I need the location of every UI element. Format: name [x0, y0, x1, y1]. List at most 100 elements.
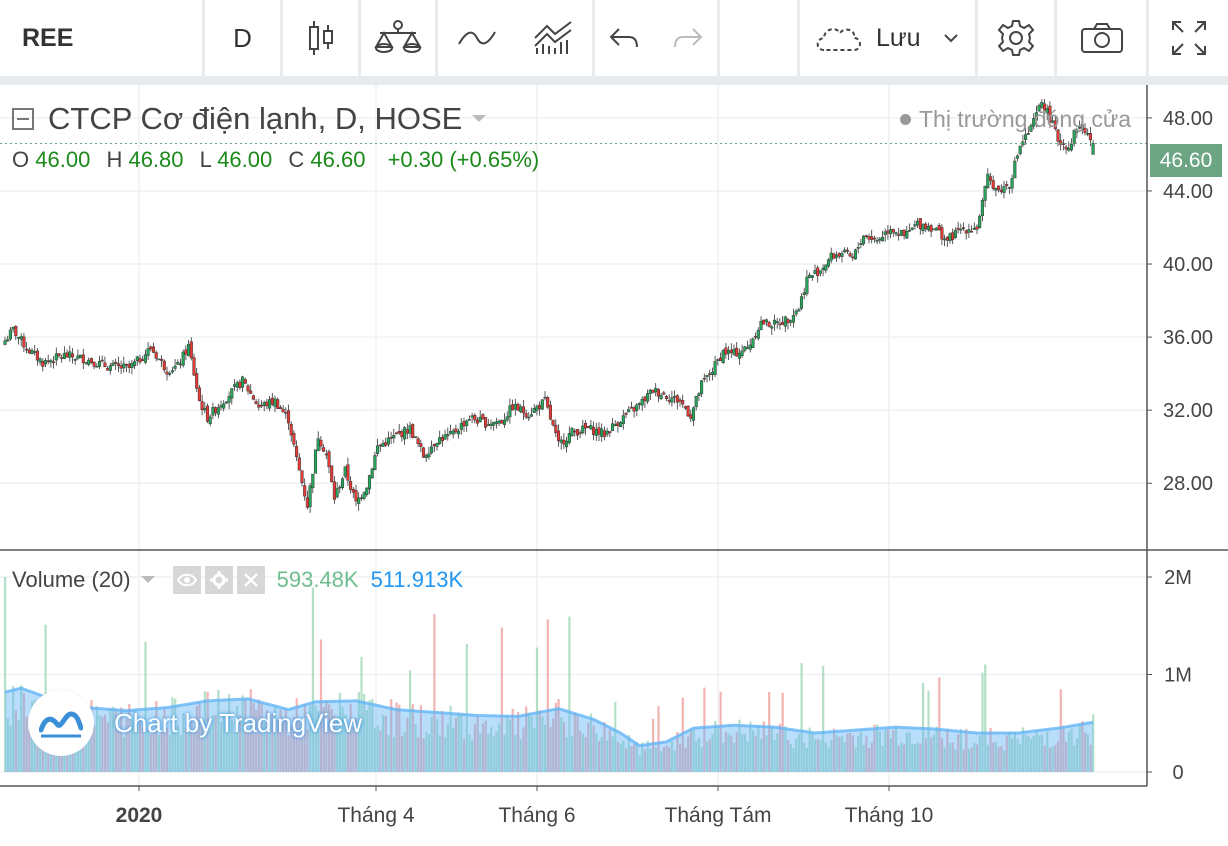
save-button[interactable]: Lưu	[800, 0, 975, 76]
remove-indicator-button[interactable]	[236, 566, 265, 594]
settings-button[interactable]	[978, 0, 1054, 76]
candle-body	[484, 417, 488, 428]
candle-body	[554, 424, 558, 434]
chevron-down-icon[interactable]	[943, 33, 959, 43]
candle-body	[1075, 129, 1079, 133]
volume-bar	[762, 721, 765, 772]
volume-bar	[438, 735, 441, 772]
volume-bar	[141, 727, 144, 772]
candle-body	[235, 382, 239, 388]
candle-body	[106, 368, 110, 371]
candle-body	[581, 425, 585, 433]
volume-bar	[760, 739, 763, 772]
candle-body	[754, 335, 758, 338]
candle-body	[135, 356, 139, 361]
volume-bar	[908, 732, 911, 772]
candle-body	[170, 370, 174, 373]
volume-bar	[211, 715, 215, 772]
candle-body	[411, 424, 415, 438]
volume-tick-label: 2M	[1164, 567, 1192, 589]
candle-body	[926, 225, 930, 231]
caret-down-icon[interactable]	[472, 115, 487, 123]
volume-bar	[992, 742, 995, 772]
volume-bar	[824, 742, 827, 772]
symbol-search-button[interactable]: REE	[0, 0, 202, 76]
indicators-button[interactable]	[457, 28, 497, 48]
candle-body	[376, 445, 380, 454]
candle-body	[124, 363, 129, 366]
volume-bar	[228, 694, 231, 772]
volume-bar	[1089, 744, 1092, 772]
candle-body	[1034, 112, 1038, 121]
volume-bar	[619, 743, 622, 772]
volume-bar	[568, 616, 571, 772]
volume-bar	[1092, 714, 1095, 772]
candle-body	[473, 414, 477, 421]
tradingview-watermark[interactable]: Chart by TradingView	[28, 690, 362, 756]
volume-bar	[541, 716, 544, 772]
volume-bar	[1005, 735, 1008, 772]
volume-bar	[684, 747, 687, 772]
volume-bar	[608, 729, 611, 772]
volume-bar	[641, 742, 644, 772]
collapse-legend-icon[interactable]	[12, 108, 34, 130]
fullscreen-button[interactable]	[1149, 0, 1228, 76]
volume-bar	[881, 745, 884, 772]
volume-bar	[147, 728, 150, 772]
volume-bar	[1035, 730, 1038, 772]
volume-bar	[225, 725, 228, 772]
high-value: 46.80	[128, 147, 184, 172]
candle-body	[1059, 140, 1063, 145]
volume-bar	[214, 714, 217, 772]
candle-body	[538, 404, 542, 410]
volume-bar	[155, 700, 158, 772]
redo-button[interactable]	[673, 27, 703, 49]
volume-bar	[314, 705, 317, 772]
time-tick-label: Tháng 6	[498, 804, 575, 827]
candle-body	[392, 435, 396, 439]
open-value: 46.00	[35, 147, 91, 172]
volume-bar	[130, 719, 134, 772]
templates-button[interactable]	[533, 20, 573, 56]
undo-redo-group	[595, 0, 717, 76]
volume-bar	[109, 708, 112, 772]
candle-body	[602, 430, 606, 437]
volume-bar	[903, 744, 906, 772]
candle-body	[762, 319, 766, 325]
chart-type-button[interactable]	[283, 0, 358, 76]
volume-legend[interactable]: Volume (20) 593.48K 511.913K	[12, 566, 463, 594]
volume-bar	[803, 742, 806, 772]
volume-bar	[282, 717, 285, 772]
snapshot-button[interactable]	[1057, 0, 1146, 76]
candle-body	[891, 229, 895, 233]
candle-body	[899, 230, 903, 236]
volume-bar	[627, 735, 630, 772]
volume-bar	[808, 727, 811, 772]
interval-button[interactable]: D	[205, 0, 280, 76]
candle-body	[775, 321, 779, 323]
volume-bar	[460, 715, 463, 772]
visibility-button[interactable]	[172, 566, 201, 594]
compare-button[interactable]	[361, 0, 435, 76]
candle-body	[656, 389, 660, 397]
candle-body	[16, 336, 21, 339]
caret-down-icon[interactable]	[140, 576, 155, 584]
indicator-settings-button[interactable]	[204, 566, 233, 594]
candle-body	[856, 247, 860, 249]
candle-body	[934, 227, 939, 231]
candle-body	[808, 274, 812, 278]
undo-button[interactable]	[609, 27, 639, 49]
volume-bar	[511, 708, 514, 772]
candle-body	[991, 180, 995, 189]
candle-body	[659, 395, 663, 400]
candle-body	[230, 388, 234, 399]
volume-bar	[406, 717, 409, 772]
volume-bar	[592, 725, 595, 772]
symbol-legend[interactable]: CTCP Cơ điện lạnh, D, HOSE	[12, 101, 487, 137]
volume-bar	[187, 729, 190, 772]
candle-body	[65, 352, 69, 358]
volume-bar	[444, 737, 447, 772]
volume-bar	[149, 733, 152, 772]
candle-body	[559, 439, 563, 443]
